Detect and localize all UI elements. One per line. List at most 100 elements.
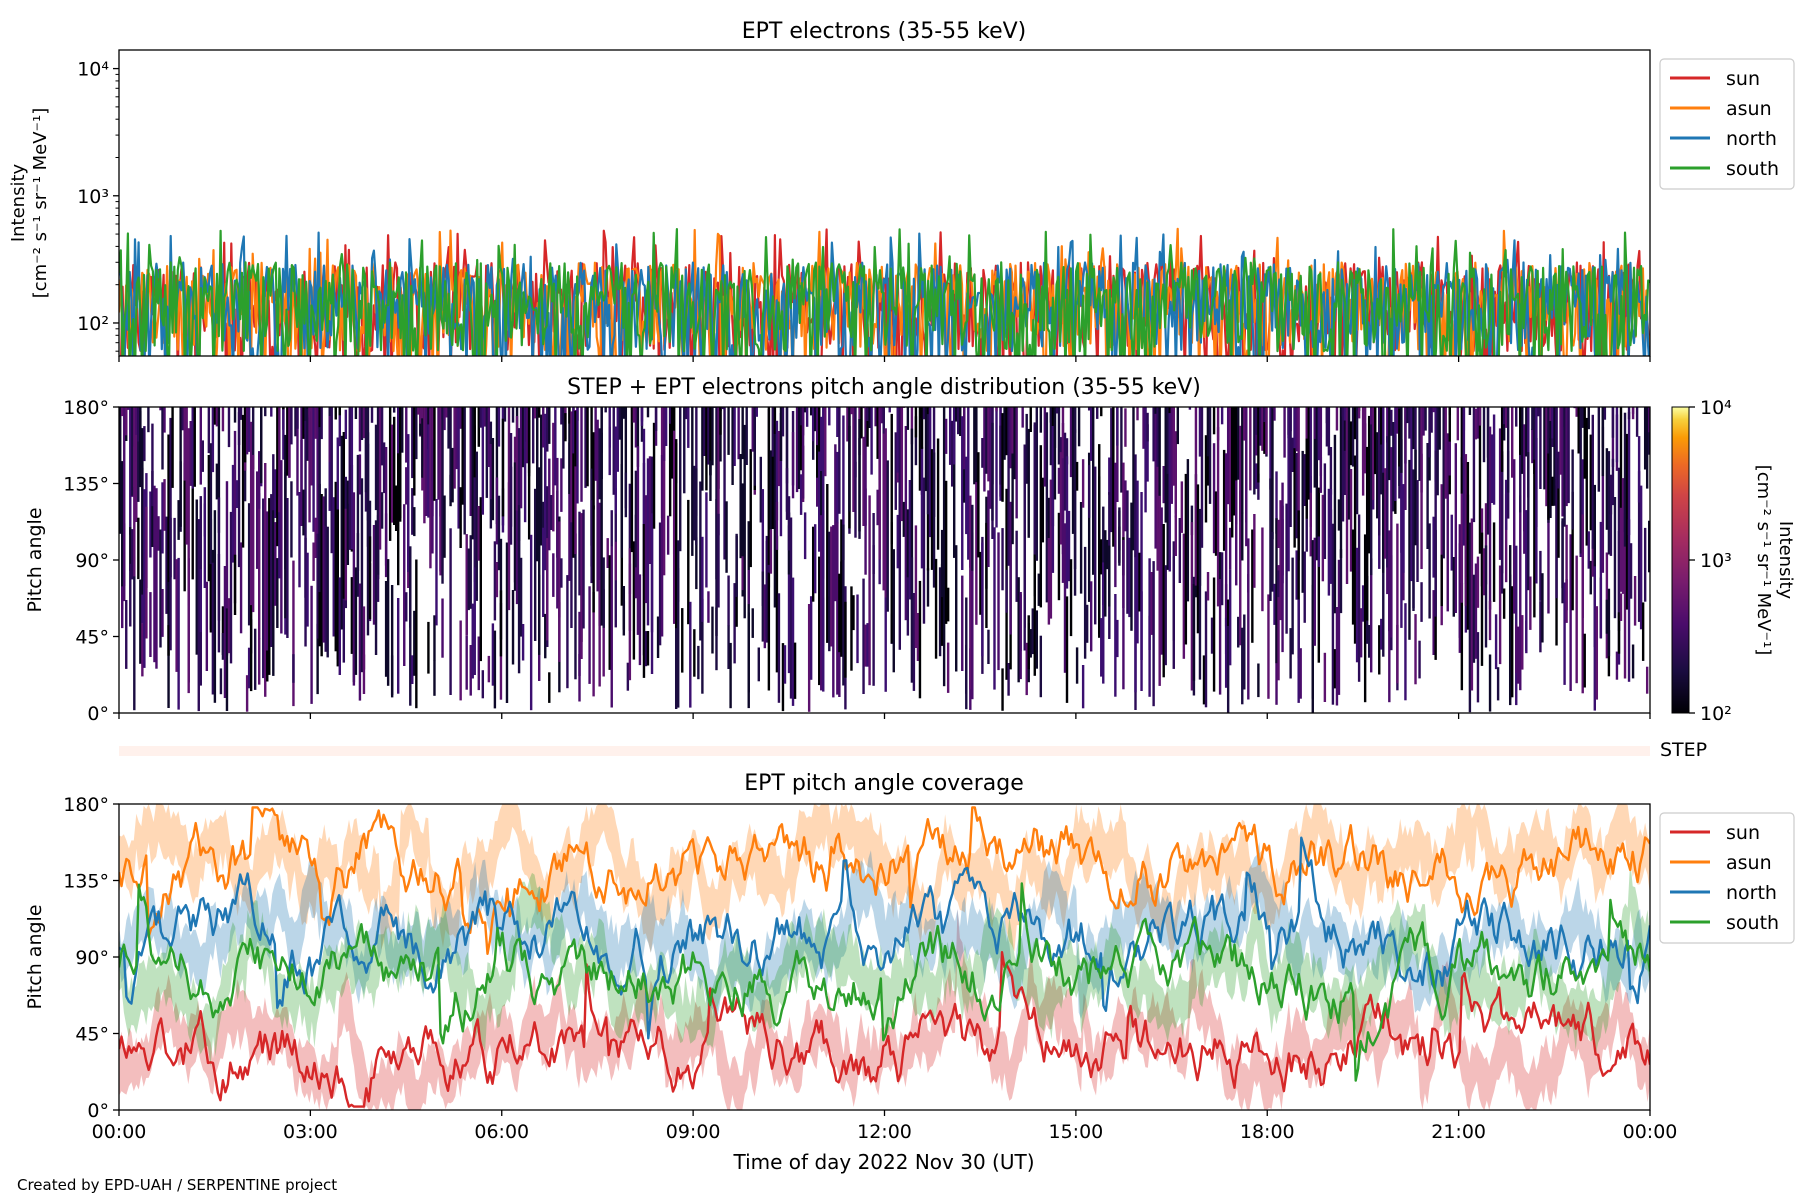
- legend-entry-north: north: [1670, 128, 1777, 150]
- heatmap-cell: [952, 407, 956, 465]
- heatmap-cell: [737, 407, 740, 460]
- heatmap-cell: [876, 407, 879, 459]
- heatmap-cell: [594, 407, 597, 481]
- heatmap-cell: [1468, 522, 1472, 713]
- heatmap-cell: [598, 502, 601, 626]
- heatmap-cell: [1239, 490, 1242, 646]
- heatmap-cell: [477, 636, 480, 691]
- heatmap-cell: [940, 529, 944, 598]
- heatmap-cell: [1468, 407, 1472, 415]
- heatmap-cell: [799, 474, 803, 515]
- heatmap-cell: [1297, 510, 1300, 659]
- heatmap-cell: [527, 407, 531, 540]
- heatmap-cell: [1031, 608, 1034, 655]
- heatmap-cell: [1218, 552, 1222, 585]
- heatmap-cell: [1613, 497, 1617, 619]
- heatmap-cell: [1390, 447, 1393, 638]
- heatmap-cell: [449, 528, 452, 695]
- heatmap-cell: [1144, 407, 1147, 513]
- heatmap-cell: [1623, 513, 1627, 679]
- heatmap-cell: [360, 407, 364, 440]
- heatmap-cell: [1472, 407, 1476, 523]
- heatmap-cell: [149, 491, 152, 558]
- heatmap-cell: [302, 489, 305, 536]
- x-tick-label: 00:00: [92, 1121, 147, 1143]
- series-line-south: [119, 882, 1650, 1082]
- heatmap-cell: [1333, 649, 1337, 689]
- heatmap-cell: [588, 586, 591, 684]
- heatmap-cell: [928, 407, 932, 460]
- heatmap-cell: [785, 407, 789, 512]
- heatmap-cell: [614, 426, 617, 514]
- heatmap-cell: [614, 541, 617, 581]
- heatmap-cell: [709, 460, 712, 501]
- heatmap-cell: [1110, 506, 1113, 533]
- heatmap-cell: [1369, 424, 1373, 576]
- heatmap-cell: [1645, 666, 1649, 694]
- heatmap-cell: [276, 407, 279, 516]
- heatmap-cell: [237, 407, 241, 445]
- heatmap-cell: [906, 568, 910, 636]
- heatmap-cell: [1261, 527, 1264, 612]
- heatmap-cell: [1404, 603, 1407, 701]
- heatmap-cell: [592, 592, 595, 697]
- heatmap-cell: [473, 425, 476, 583]
- heatmap-cell: [1438, 407, 1441, 450]
- heatmap-cell: [1339, 549, 1343, 614]
- heatmap-cell: [1307, 407, 1310, 500]
- heatmap-cell: [1166, 470, 1169, 570]
- heatmap-cell: [505, 542, 509, 703]
- heatmap-cell: [987, 490, 990, 567]
- heatmap-cell: [1128, 537, 1131, 618]
- heatmap-cell: [1382, 472, 1385, 573]
- heatmap-cell: [157, 516, 160, 551]
- heatmap-cell: [318, 427, 321, 592]
- heatmap-cell: [1029, 407, 1032, 432]
- heatmap-cell: [882, 433, 885, 591]
- heatmap-cell: [1456, 407, 1460, 441]
- heatmap-cell: [811, 526, 815, 602]
- heatmap-cell: [1631, 407, 1635, 420]
- heatmap-cell: [604, 407, 607, 413]
- heatmap-cell: [1591, 414, 1594, 549]
- heatmap-cell: [441, 598, 444, 658]
- heatmap-cell: [1374, 407, 1377, 475]
- heatmap-cell: [1390, 409, 1393, 436]
- heatmap-cell: [1436, 407, 1439, 496]
- heatmap-cell: [771, 407, 775, 457]
- heatmap-cell: [578, 654, 581, 702]
- heatmap-cell: [600, 432, 603, 626]
- heatmap-cell: [995, 407, 998, 412]
- heatmap-cell: [439, 447, 442, 572]
- heatmap-cell: [926, 568, 930, 607]
- heatmap-cell: [1094, 466, 1097, 625]
- heatmap-cell: [711, 407, 714, 466]
- heatmap-cell: [253, 628, 257, 690]
- heatmap-cell: [580, 407, 583, 502]
- heatmap-cell: [560, 458, 563, 512]
- heatmap-cell: [908, 480, 912, 600]
- heatmap-cell: [268, 498, 271, 675]
- heatmap-cell: [1269, 478, 1272, 601]
- heatmap-cell: [213, 407, 217, 425]
- heatmap-cell: [884, 579, 887, 692]
- heatmap-cell: [799, 407, 803, 426]
- heatmap-cell: [807, 604, 811, 712]
- heatmap-cell: [1305, 407, 1308, 439]
- heatmap-cell: [610, 510, 613, 547]
- heatmap-cell: [838, 573, 841, 653]
- heatmap-cell: [864, 488, 867, 526]
- heatmap-cell: [813, 407, 817, 432]
- heatmap-cell: [677, 540, 680, 708]
- heatmap-cell: [1508, 545, 1512, 706]
- heatmap-cell: [1609, 474, 1613, 556]
- heatmap-cell: [1039, 635, 1043, 698]
- heatmap-cell: [384, 581, 388, 677]
- heatmap-cell: [914, 416, 918, 466]
- heatmap-cell: [407, 434, 410, 572]
- heatmap-cell: [1170, 407, 1173, 504]
- heatmap-cell: [546, 407, 549, 452]
- heatmap-cell: [1277, 565, 1280, 681]
- heatmap-cell: [1228, 527, 1232, 570]
- heatmap-cell: [1378, 407, 1381, 536]
